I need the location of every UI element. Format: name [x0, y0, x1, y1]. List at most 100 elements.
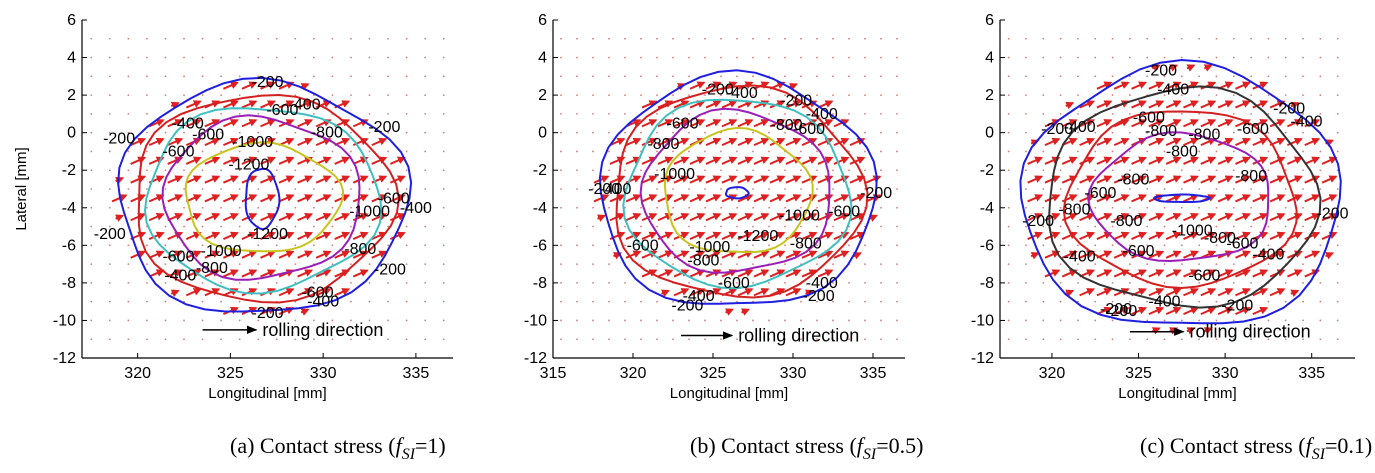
grid-dot	[1336, 94, 1339, 97]
grid-dot	[656, 319, 658, 322]
grid-dot	[312, 244, 315, 247]
grid-dot	[896, 319, 898, 322]
shear-arrow	[849, 213, 866, 222]
grid-dot	[257, 281, 260, 284]
shear-arrow	[833, 175, 850, 184]
grid-dot	[1180, 338, 1183, 341]
grid-dot	[784, 244, 786, 247]
x-tick-label: 320	[124, 365, 151, 382]
shear-arrow	[625, 194, 642, 203]
shear-arrow	[1131, 175, 1148, 184]
grid-dot	[1042, 112, 1045, 115]
shear-arrow	[1148, 81, 1165, 90]
grid-dot	[127, 206, 130, 209]
shear-arrow	[641, 250, 658, 259]
shear-arrow	[705, 119, 722, 128]
shear-arrow	[167, 194, 184, 203]
grid-dot	[752, 319, 754, 322]
shear-arrow	[315, 250, 332, 259]
shear-arrow	[1200, 213, 1217, 222]
grid-dot	[1180, 319, 1183, 322]
grid-dot	[832, 338, 834, 341]
grid-dot	[1094, 244, 1097, 247]
shear-arrow	[1235, 81, 1251, 90]
grid-dot	[624, 169, 626, 172]
shear-arrow	[705, 100, 722, 109]
grid-dot	[1077, 112, 1079, 115]
shear-arrow	[833, 250, 850, 259]
grid-dot	[1215, 169, 1218, 172]
shear-arrow	[1183, 156, 1199, 165]
grid-dot	[1025, 75, 1027, 78]
grid-dot	[294, 225, 297, 228]
grid-dot	[1232, 37, 1235, 40]
grid-dot	[1267, 169, 1270, 172]
grid-dot	[275, 319, 278, 322]
shear-arrow	[297, 175, 314, 184]
grid-dot	[800, 37, 802, 40]
grid-dot	[656, 281, 658, 284]
shear-arrow	[1165, 213, 1182, 222]
grid-dot	[146, 244, 148, 247]
grid-dot	[832, 169, 834, 172]
grid-dot	[368, 206, 371, 209]
shear-arrow	[721, 194, 738, 203]
grid-dot	[1215, 206, 1218, 209]
grid-dot	[656, 244, 658, 247]
grid-dot	[864, 150, 866, 153]
grid-dot	[1146, 225, 1149, 228]
grid-dot	[1077, 263, 1079, 266]
grid-dot	[1302, 225, 1304, 228]
grid-dot	[1250, 75, 1252, 78]
shear-arrow	[1217, 306, 1234, 316]
grid-dot	[368, 300, 371, 303]
grid-dot	[704, 319, 706, 322]
shear-arrow	[833, 213, 850, 222]
grid-dot	[816, 169, 818, 172]
contour-label: -200	[1022, 213, 1054, 230]
grid-dot	[294, 94, 297, 97]
grid-dot	[146, 281, 148, 284]
grid-dot	[560, 225, 562, 228]
shear-arrow	[1096, 175, 1113, 184]
shear-arrow	[1269, 194, 1286, 203]
shear-arrow	[204, 194, 221, 203]
shear-arrow	[689, 81, 706, 90]
contour-label: -600	[302, 284, 334, 301]
grid-dot	[624, 319, 626, 322]
grid-dot	[864, 75, 866, 78]
shear-arrow	[1217, 137, 1234, 147]
grid-dot	[1215, 225, 1218, 228]
grid-dot	[424, 94, 427, 97]
shear-arrow	[1169, 64, 1179, 72]
shear-arrow	[673, 156, 690, 165]
grid-dot	[1163, 56, 1166, 59]
grid-dot	[560, 169, 562, 172]
shear-arrow	[817, 213, 834, 222]
grid-dot	[800, 131, 802, 134]
contour-label: -200	[671, 297, 703, 314]
shear-arrow	[334, 156, 351, 165]
grid-dot	[848, 94, 850, 97]
grid-dot	[848, 338, 850, 341]
grid-dot	[784, 112, 786, 115]
y-tick-label: -10	[971, 312, 994, 329]
grid-dot	[848, 281, 850, 284]
shear-arrow	[657, 100, 674, 109]
shear-arrow	[1269, 231, 1286, 240]
grid-dot	[238, 300, 241, 303]
grid-dot	[424, 75, 427, 78]
shear-arrow	[204, 119, 221, 128]
contour-level-line	[622, 98, 853, 290]
shear-arrow	[1252, 213, 1269, 222]
grid-dot	[90, 244, 93, 247]
grid-dot	[1128, 206, 1131, 209]
grid-dot	[331, 56, 334, 59]
grid-dot	[275, 281, 278, 284]
grid-dot	[1336, 263, 1339, 266]
shear-arrow	[185, 119, 202, 128]
shear-arrow	[148, 194, 165, 203]
grid-dot	[624, 244, 626, 247]
grid-dot	[424, 225, 427, 228]
grid-dot	[752, 244, 754, 247]
